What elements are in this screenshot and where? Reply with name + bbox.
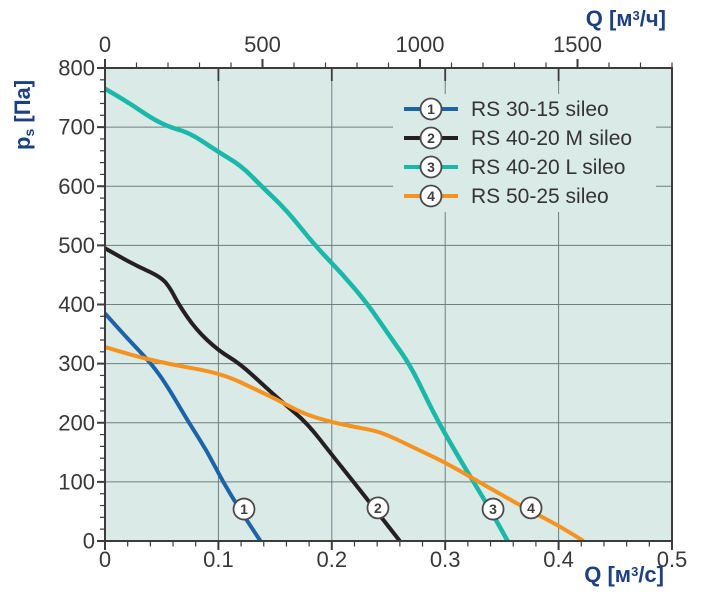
curve-markers: 1 2 3 4 xyxy=(232,496,543,521)
y-tick-label: 400 xyxy=(58,292,95,317)
curve-marker-4: 4 xyxy=(519,496,543,520)
marker-circle-icon xyxy=(519,496,543,520)
marker-circle-icon xyxy=(481,497,505,521)
legend-number: 1 xyxy=(427,101,435,117)
curves xyxy=(103,86,585,542)
y-tick-label: 300 xyxy=(58,351,95,376)
marker-number: 4 xyxy=(527,500,535,516)
x-top-title-unit: /ч] xyxy=(639,6,666,31)
legend-label: RS 50-25 sileo xyxy=(471,185,609,208)
x-top-tick-label: 1500 xyxy=(553,32,602,57)
x-top-title-main: Q [м xyxy=(585,6,633,31)
y-tick-label: 700 xyxy=(58,115,95,140)
legend-number: 4 xyxy=(427,188,435,204)
curve-marker-1: 1 xyxy=(232,497,256,521)
curve-series-4 xyxy=(104,345,585,542)
x-top-tick-label: 500 xyxy=(244,32,281,57)
legend-number: 2 xyxy=(427,130,435,146)
y-tick-label: 500 xyxy=(58,233,95,258)
x-bottom-tick-label: 0.2 xyxy=(317,547,348,572)
marker-circle-icon xyxy=(232,497,256,521)
y-axis-title: ps [Па] xyxy=(10,80,37,150)
marker-number: 1 xyxy=(240,501,248,517)
x-bottom-tick-label: 0.5 xyxy=(657,547,688,572)
curve-marker-3: 3 xyxy=(481,497,505,521)
x-bottom-title-sup: 3 xyxy=(631,564,639,579)
x-bottom-tick-label: 0.1 xyxy=(203,547,234,572)
marker-number: 2 xyxy=(374,500,382,516)
x-bottom-tick-label: 0.4 xyxy=(543,547,574,572)
x-top-tick-label: 0 xyxy=(99,32,111,57)
curve-series-1 xyxy=(103,312,263,542)
y-tick-label: 800 xyxy=(58,56,95,81)
legend: 1 RS 30-15 sileo 2 RS 40-20 M sileo 3 RS 40-2… xyxy=(404,97,632,208)
marker-circle-icon xyxy=(366,496,390,520)
x-bottom-title-unit: /с] xyxy=(638,562,664,587)
legend-item-2: 2 RS 40-20 M sileo xyxy=(404,126,632,150)
legend-label: RS 40-20 M sileo xyxy=(471,127,632,150)
legend-number-circle-icon xyxy=(419,155,443,179)
legend-number-circle-icon xyxy=(419,184,443,208)
legend-label: RS 40-20 L sileo xyxy=(471,156,625,179)
y-tick-label: 0 xyxy=(83,529,95,554)
x-bottom-tick-label: 0.3 xyxy=(430,547,461,572)
legend-label: RS 30-15 sileo xyxy=(471,98,609,121)
x-top-tick-label: 1000 xyxy=(396,32,445,57)
x-bottom-title-main: Q [м xyxy=(584,562,632,587)
x-top-title-sup: 3 xyxy=(632,8,640,23)
legend-item-4: 4 RS 50-25 sileo xyxy=(404,184,609,208)
x-top-axis-title: Q [м3/ч] xyxy=(586,6,666,32)
y-tick-label: 600 xyxy=(58,174,95,199)
legend-number-circle-icon xyxy=(419,97,443,121)
x-bottom-axis-title: Q [м3/с] xyxy=(584,562,664,588)
x-bottom-tick-label: 0 xyxy=(99,547,111,572)
curve-series-3 xyxy=(103,86,510,542)
y-title-sub: s xyxy=(21,128,37,137)
curve-marker-2: 2 xyxy=(366,496,390,520)
y-title-unit: [Па] xyxy=(10,79,35,129)
legend-item-3: 3 RS 40-20 L sileo xyxy=(404,155,625,179)
legend-item-1: 1 RS 30-15 sileo xyxy=(404,97,609,121)
y-tick-label: 100 xyxy=(58,469,95,494)
legend-number-circle-icon xyxy=(419,126,443,150)
curve-series-2 xyxy=(104,246,402,542)
y-tick-label: 200 xyxy=(58,410,95,435)
marker-number: 3 xyxy=(489,501,497,517)
legend-number: 3 xyxy=(427,159,435,175)
plot-border xyxy=(104,67,673,542)
y-title-main: p xyxy=(10,136,35,150)
